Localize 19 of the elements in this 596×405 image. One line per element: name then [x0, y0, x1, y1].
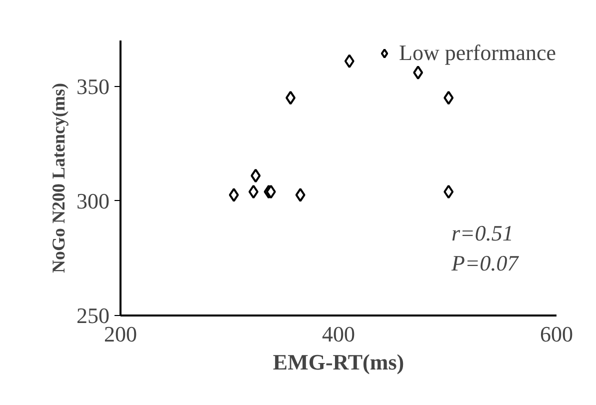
annotation: r=0.51	[452, 220, 514, 246]
y-tick-label: 300	[76, 188, 110, 214]
x-tick-label: 400	[322, 322, 355, 346]
y-tick-label: 350	[76, 74, 110, 99]
x-axis-title: EMG-RT(ms)	[272, 350, 404, 374]
legend-label: Low performance	[399, 40, 556, 66]
x-tick-label: 600	[540, 322, 573, 346]
point	[286, 90, 296, 105]
y-axis-title: NoGo N200 Latency(ms)	[48, 83, 68, 273]
point	[228, 188, 239, 202]
annotation: P=0.07	[450, 250, 520, 276]
point	[444, 90, 454, 105]
point	[344, 54, 354, 68]
point	[413, 66, 424, 80]
point	[248, 184, 258, 199]
y-tick-label: 250	[76, 303, 110, 328]
point	[444, 184, 454, 199]
point	[250, 168, 261, 183]
point	[295, 188, 306, 202]
